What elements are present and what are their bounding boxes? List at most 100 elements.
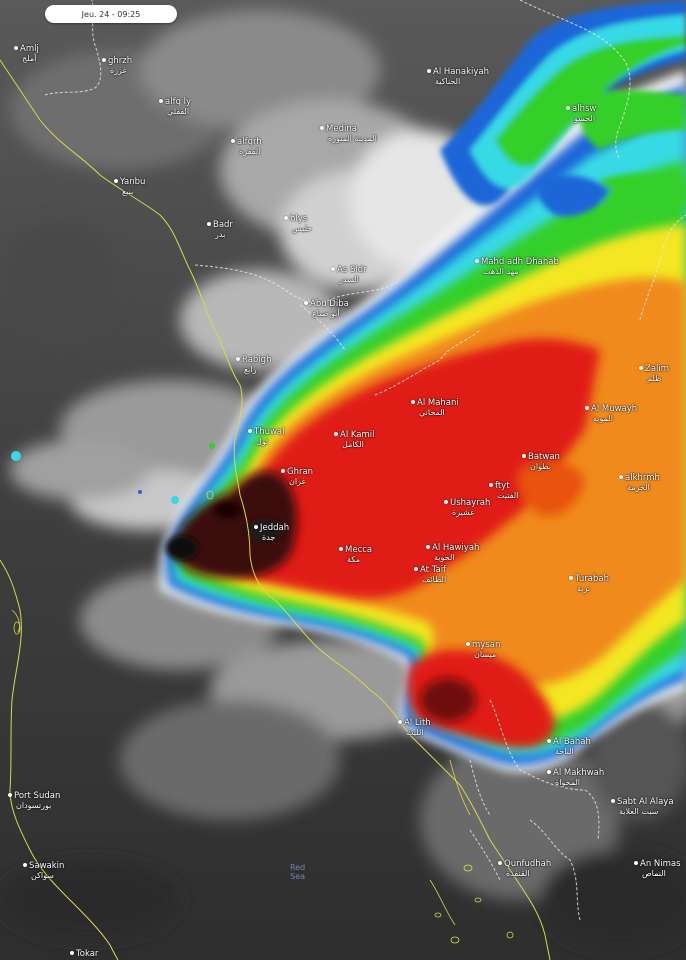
location-dot-icon bbox=[547, 739, 551, 743]
location-dot-icon bbox=[411, 400, 415, 404]
location-dot-icon bbox=[304, 301, 308, 305]
place-name-en: alfq ly bbox=[165, 97, 192, 107]
location-dot-icon bbox=[634, 861, 638, 865]
location-dot-icon bbox=[254, 525, 258, 529]
place-name-ar: مهد الذهب bbox=[483, 267, 519, 276]
place-name-ar: ثول bbox=[256, 437, 269, 446]
place-name-en: Sawakin bbox=[29, 861, 65, 871]
location-dot-icon bbox=[475, 259, 479, 263]
location-dot-icon bbox=[444, 500, 448, 504]
location-dot-icon bbox=[23, 863, 27, 867]
place-label[interactable]: Mahd adh Dhahab مهد الذهب bbox=[475, 257, 559, 277]
place-label[interactable]: Thuwal ثول bbox=[248, 427, 285, 447]
place-label[interactable]: Batwan بطوان bbox=[522, 452, 560, 472]
place-label[interactable]: Jeddah جدة bbox=[254, 523, 289, 543]
location-dot-icon bbox=[236, 357, 240, 361]
place-label[interactable]: Al Hawiyah الحوية bbox=[426, 543, 480, 563]
place-label[interactable]: Badr بدر bbox=[207, 220, 233, 240]
sea-label-line2: Sea bbox=[290, 872, 306, 881]
location-dot-icon bbox=[248, 429, 252, 433]
place-name-en: Ushayrah bbox=[450, 498, 491, 508]
borders bbox=[44, 0, 686, 921]
place-label[interactable]: Mecca مكة bbox=[339, 545, 372, 565]
place-label[interactable]: An Nimas النماص bbox=[634, 859, 681, 879]
place-label[interactable]: ftyt الفتيت bbox=[489, 481, 518, 501]
place-name-en: ghrzh bbox=[108, 56, 133, 66]
location-dot-icon bbox=[207, 222, 211, 226]
place-name-ar: الفقرة bbox=[239, 147, 261, 156]
place-name-en: Zalim bbox=[645, 364, 670, 374]
place-label[interactable]: alfq ly الفقلي bbox=[159, 97, 192, 117]
place-name-en: Thuwal bbox=[254, 427, 285, 437]
place-label[interactable]: ghrzh غرزة bbox=[102, 56, 133, 76]
place-label[interactable]: As Sidr السدر bbox=[331, 265, 367, 285]
place-label[interactable]: Medina المدينة المنورة bbox=[320, 124, 377, 144]
place-label[interactable]: Ghran غران bbox=[281, 467, 314, 487]
place-name-en: Yanbu bbox=[120, 177, 146, 187]
place-name-ar: سبت العلاية bbox=[619, 807, 659, 816]
location-dot-icon bbox=[639, 366, 643, 370]
location-dot-icon bbox=[547, 770, 551, 774]
place-name-ar: مكة bbox=[347, 555, 360, 564]
location-dot-icon bbox=[14, 46, 18, 50]
place-label[interactable]: Al Kamil الكامل bbox=[334, 430, 375, 450]
place-name-ar: السدر bbox=[339, 275, 359, 284]
place-name-ar: جدة bbox=[262, 533, 276, 542]
place-label[interactable]: Amlj أملج bbox=[14, 44, 39, 64]
place-label[interactable]: Abu Diba أبو ضباع bbox=[304, 299, 349, 319]
place-name-en: Amlj bbox=[20, 44, 39, 54]
place-name-ar: أملج bbox=[22, 54, 37, 63]
place-label[interactable]: alkhrmh الخرمة bbox=[619, 473, 660, 493]
place-name-ar: ظلم bbox=[647, 374, 662, 383]
place-label[interactable]: Zalim ظلم bbox=[639, 364, 670, 384]
place-name-en: Ghran bbox=[287, 467, 314, 477]
place-name-en: Batwan bbox=[528, 452, 560, 462]
place-name-en: hlys bbox=[290, 214, 308, 224]
place-name-ar: المويه bbox=[593, 414, 613, 423]
place-name-ar: عشيرة bbox=[452, 508, 475, 517]
place-label[interactable]: Sabt Al Alaya سبت العلاية bbox=[611, 797, 674, 817]
location-dot-icon bbox=[566, 106, 570, 110]
storm-system bbox=[11, 0, 686, 772]
place-name-en: Qunfudhah bbox=[504, 859, 552, 869]
place-label[interactable]: Port Sudan بورتسودان bbox=[8, 791, 60, 811]
place-label[interactable]: Sawakin سواكن bbox=[23, 861, 65, 881]
place-label[interactable]: Turabah تربة bbox=[569, 574, 609, 594]
sea-label: Red Sea bbox=[290, 863, 305, 881]
place-label[interactable]: Rabigh رابغ bbox=[236, 355, 271, 375]
place-name-en: mysan bbox=[472, 640, 501, 650]
place-name-en: Al Hawiyah bbox=[432, 543, 480, 553]
place-label[interactable]: Qunfudhah القنفذة bbox=[498, 859, 552, 879]
place-label[interactable]: Ushayrah عشيرة bbox=[444, 498, 491, 518]
place-label[interactable]: Al Muwayh المويه bbox=[585, 404, 637, 424]
place-name-en: Sabt Al Alaya bbox=[617, 797, 674, 807]
place-label[interactable]: At Taif الطائف bbox=[414, 565, 446, 585]
sea-label-line1: Red bbox=[290, 863, 306, 872]
location-dot-icon bbox=[8, 793, 12, 797]
location-dot-icon bbox=[522, 454, 526, 458]
place-label[interactable]: Al Hanakiyah الحناكية bbox=[427, 67, 489, 87]
place-label[interactable]: Al Lith الليث bbox=[398, 718, 431, 738]
location-dot-icon bbox=[231, 139, 235, 143]
place-name-en: As Sidr bbox=[337, 265, 367, 275]
place-name-ar: المحاني bbox=[419, 408, 445, 417]
place-name-en: ftyt bbox=[495, 481, 510, 491]
place-label[interactable]: mysan ميسان bbox=[466, 640, 501, 660]
place-label[interactable]: Al Mahani المحاني bbox=[411, 398, 459, 418]
place-label[interactable]: Yanbu ينبع bbox=[114, 177, 146, 197]
place-name-en: alkhrmh bbox=[625, 473, 660, 483]
place-label[interactable]: alfqrh الفقرة bbox=[231, 137, 262, 157]
location-dot-icon bbox=[334, 432, 338, 436]
place-name-en: alfqrh bbox=[237, 137, 262, 147]
place-label[interactable]: Al Bahah الباحة bbox=[547, 737, 591, 757]
location-dot-icon bbox=[331, 267, 335, 271]
place-name-ar: بورتسودان bbox=[16, 801, 52, 810]
place-name-ar: المدينة المنورة bbox=[328, 134, 377, 143]
place-label[interactable]: alhsw الحسو bbox=[566, 104, 596, 124]
place-name-en: Abu Diba bbox=[310, 299, 349, 309]
place-name-en: Badr bbox=[213, 220, 233, 230]
place-label[interactable]: Al Makhwah المخواة bbox=[547, 768, 604, 788]
place-label[interactable]: Tokar bbox=[70, 949, 98, 959]
place-label[interactable]: hlys حليس bbox=[284, 214, 312, 234]
